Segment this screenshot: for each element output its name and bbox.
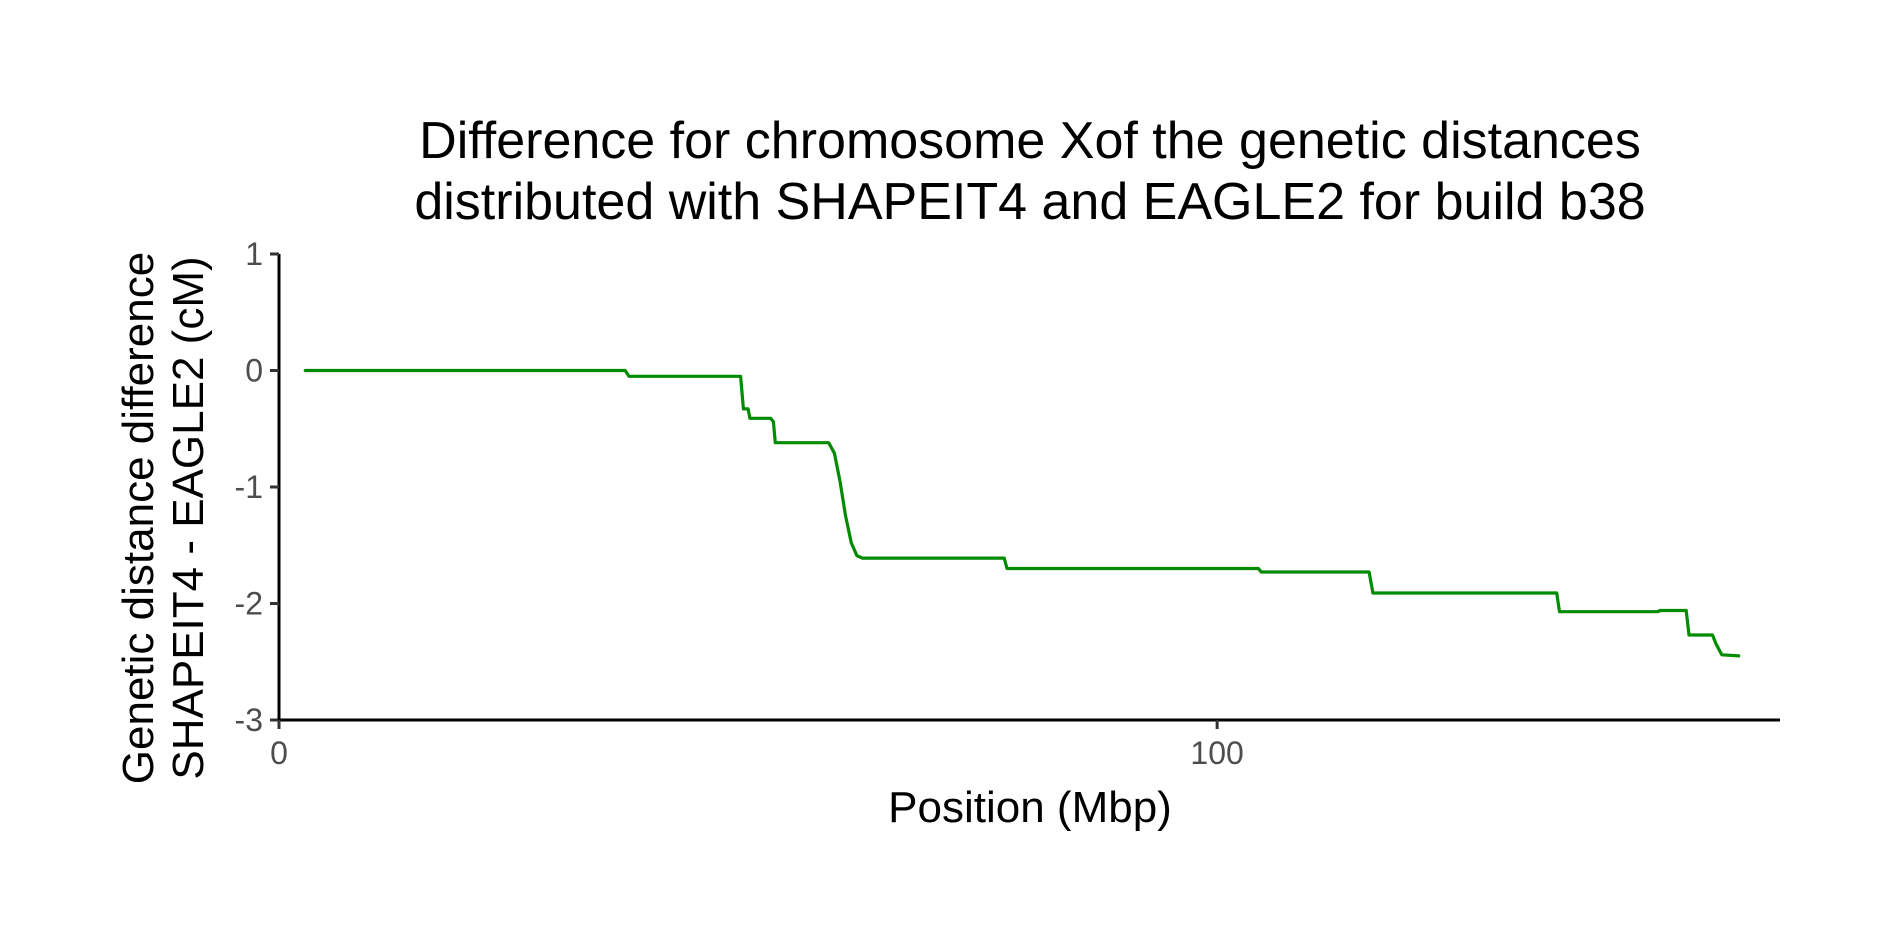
chart-title-line-2: distributed with SHAPEIT4 and EAGLE2 for…: [414, 173, 1645, 231]
chart-title-line-1: Difference for chromosome Xof the geneti…: [419, 112, 1641, 170]
x-tick-label: 0: [270, 735, 288, 771]
series-lines: [303, 368, 1741, 658]
x-axis: 0 100: [270, 718, 1780, 771]
x-axis-label: Position (Mbp): [888, 783, 1172, 832]
y-tick-label: 1: [245, 236, 263, 272]
y-axis-label-line-2: SHAPEIT4 - EAGLE2 (cM): [164, 256, 213, 779]
y-axis: 1 0 -1 -2 -3: [235, 236, 281, 738]
y-tick-label: -2: [235, 586, 263, 622]
x-tick-label: 100: [1190, 735, 1243, 771]
series-line-0: [303, 368, 1741, 658]
y-tick-label: 0: [245, 353, 263, 389]
y-axis-label-line-1: Genetic distance difference: [114, 252, 163, 784]
y-tick-label: -3: [235, 702, 263, 738]
y-tick-label: -1: [235, 469, 263, 505]
